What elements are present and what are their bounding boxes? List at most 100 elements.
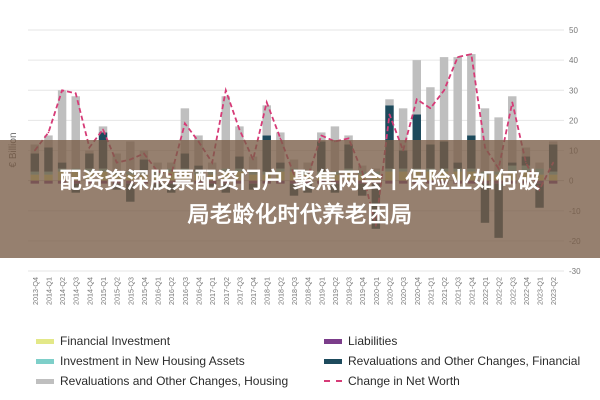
bar-revaluations-and-other-changes-housing [180, 108, 190, 154]
x-tick-label: 2021-Q2 [440, 277, 449, 305]
x-tick-label: 2023-Q1 [536, 277, 545, 305]
legend-item-new-housing: Investment in New Housing Assets [36, 354, 245, 368]
x-tick-label: 2018-Q4 [304, 277, 313, 305]
x-tick-label: 2015-Q1 [99, 277, 108, 305]
x-tick-label: 2016-Q4 [195, 277, 204, 305]
bar-revaluations-and-other-changes-housing [344, 135, 353, 145]
legend-swatch-net-worth [324, 380, 342, 382]
bar-revaluations-and-other-changes-housing [467, 54, 476, 136]
chart-legend: Financial Investment Liabilities Investm… [36, 330, 596, 394]
net-worth-point [456, 56, 459, 58]
y-tick-label: 50 [569, 26, 578, 35]
net-worth-point [74, 92, 77, 95]
overlay-title: 配资资深股票配资门户 聚焦两会丨保险业如何破 局老龄化时代养老困局 [20, 165, 580, 233]
net-worth-point [511, 101, 514, 104]
legend-swatch-financial-investment [36, 338, 54, 344]
legend-swatch-reval-financial [324, 358, 342, 364]
bar-revaluations-and-other-changes-housing [57, 90, 67, 163]
y-tick-label: -30 [569, 267, 581, 276]
x-tick-label: 2018-Q2 [276, 277, 285, 305]
x-tick-label: 2020-Q1 [372, 277, 381, 305]
x-tick-label: 2017-Q4 [249, 277, 258, 305]
net-worth-point [224, 89, 227, 92]
y-tick-label: 40 [569, 56, 578, 65]
title-overlay-band: 配资资深股票配资门户 聚焦两会丨保险业如何破 局老龄化时代养老困局 [0, 140, 600, 258]
x-tick-label: 2015-Q4 [140, 277, 149, 305]
bar-revaluations-and-other-changes-housing [412, 60, 421, 115]
net-worth-point [443, 89, 445, 92]
net-worth-point [320, 134, 323, 137]
net-worth-point [470, 53, 473, 55]
x-tick-label: 2014-Q3 [72, 277, 81, 305]
y-tick-label: 20 [569, 116, 578, 125]
x-tick-label: 2014-Q4 [85, 277, 94, 305]
x-tick-labels: 2013-Q4 2014-Q1 2014-Q2 2014-Q3 2014-Q4 2015-… [31, 277, 558, 305]
legend-label: Investment in New Housing Assets [60, 354, 245, 368]
x-tick-label: 2019-Q3 [345, 277, 354, 305]
bar-revaluations-and-other-changes-housing [508, 96, 517, 163]
legend-item-reval-financial: Revaluations and Other Changes, Financia… [324, 354, 580, 368]
legend-label: Liabilities [348, 334, 398, 348]
legend-item-net-worth: Change in Net Worth [324, 374, 460, 388]
x-tick-label: 2015-Q2 [113, 277, 122, 305]
bar-revaluations-and-other-changes-housing [439, 57, 449, 142]
legend-label: Revaluations and Other Changes, Housing [60, 374, 289, 388]
net-worth-point [388, 113, 391, 116]
x-tick-label: 2019-Q1 [317, 277, 326, 305]
x-tick-label: 2013-Q4 [31, 277, 40, 305]
legend-swatch-reval-housing [36, 378, 54, 384]
net-worth-point [415, 98, 418, 101]
x-tick-label: 2021-Q1 [426, 277, 435, 305]
x-tick-label: 2020-Q3 [399, 277, 408, 305]
x-tick-label: 2016-Q1 [154, 277, 163, 305]
legend-item-reval-housing: Revaluations and Other Changes, Housing [36, 374, 288, 388]
net-worth-line [34, 53, 555, 227]
net-worth-point [265, 101, 268, 104]
x-tick-label: 2022-Q4 [522, 277, 531, 305]
legend-item-financial-investment: Financial Investment [36, 334, 170, 348]
bar-revaluations-and-other-changes-housing [221, 96, 231, 169]
bar-revaluations-and-other-changes-housing [426, 87, 435, 145]
legend-swatch-liabilities [324, 338, 342, 344]
net-worth-point [102, 128, 104, 131]
y-tick-label: 30 [569, 86, 578, 95]
bar-revaluations-and-other-changes-housing [453, 57, 462, 163]
bar-revaluations-and-other-changes-housing [398, 108, 408, 151]
bar-revaluations-and-other-changes-financial [385, 105, 394, 169]
x-tick-label: 2018-Q3 [290, 277, 299, 305]
x-tick-label: 2023-Q2 [549, 277, 558, 305]
x-tick-label: 2019-Q2 [331, 277, 340, 305]
bar-revaluations-and-other-changes-housing [71, 96, 80, 169]
legend-item-liabilities: Liabilities [324, 334, 397, 348]
x-tick-label: 2022-Q1 [481, 277, 490, 305]
overlay-title-line2: 局老龄化时代养老困局 [187, 203, 413, 228]
net-worth-point [429, 107, 432, 110]
x-tick-label: 2022-Q2 [495, 277, 504, 305]
net-worth-point [279, 137, 282, 140]
net-worth-point [61, 89, 63, 92]
bar-revaluations-and-other-changes-housing [385, 99, 394, 106]
x-tick-label: 2014-Q1 [44, 277, 53, 305]
x-tick-label: 2014-Q2 [58, 277, 67, 305]
x-tick-label: 2015-Q3 [126, 277, 135, 305]
x-tick-label: 2019-Q4 [358, 277, 367, 305]
net-worth-point [347, 137, 350, 140]
net-worth-point [47, 131, 50, 134]
x-tick-label: 2021-Q4 [467, 277, 476, 305]
x-tick-label: 2020-Q4 [413, 277, 422, 305]
x-tick-label: 2016-Q3 [181, 277, 190, 305]
x-tick-label: 2016-Q2 [167, 277, 176, 305]
net-worth-point [238, 128, 241, 131]
bar-revaluations-and-other-changes-housing [262, 105, 271, 136]
bar-revaluations-and-other-changes-housing [317, 132, 326, 142]
x-tick-label: 2018-Q1 [263, 277, 272, 305]
x-tick-label: 2017-Q2 [222, 277, 231, 305]
x-tick-label: 2022-Q3 [508, 277, 517, 305]
legend-label: Change in Net Worth [348, 374, 460, 388]
x-tick-label: 2017-Q1 [208, 277, 217, 305]
legend-label: Revaluations and Other Changes, Financia… [348, 354, 581, 368]
legend-swatch-new-housing [36, 358, 54, 364]
x-tick-label: 2020-Q2 [385, 277, 394, 305]
x-tick-label: 2017-Q3 [235, 277, 244, 305]
legend-label: Financial Investment [60, 334, 171, 348]
